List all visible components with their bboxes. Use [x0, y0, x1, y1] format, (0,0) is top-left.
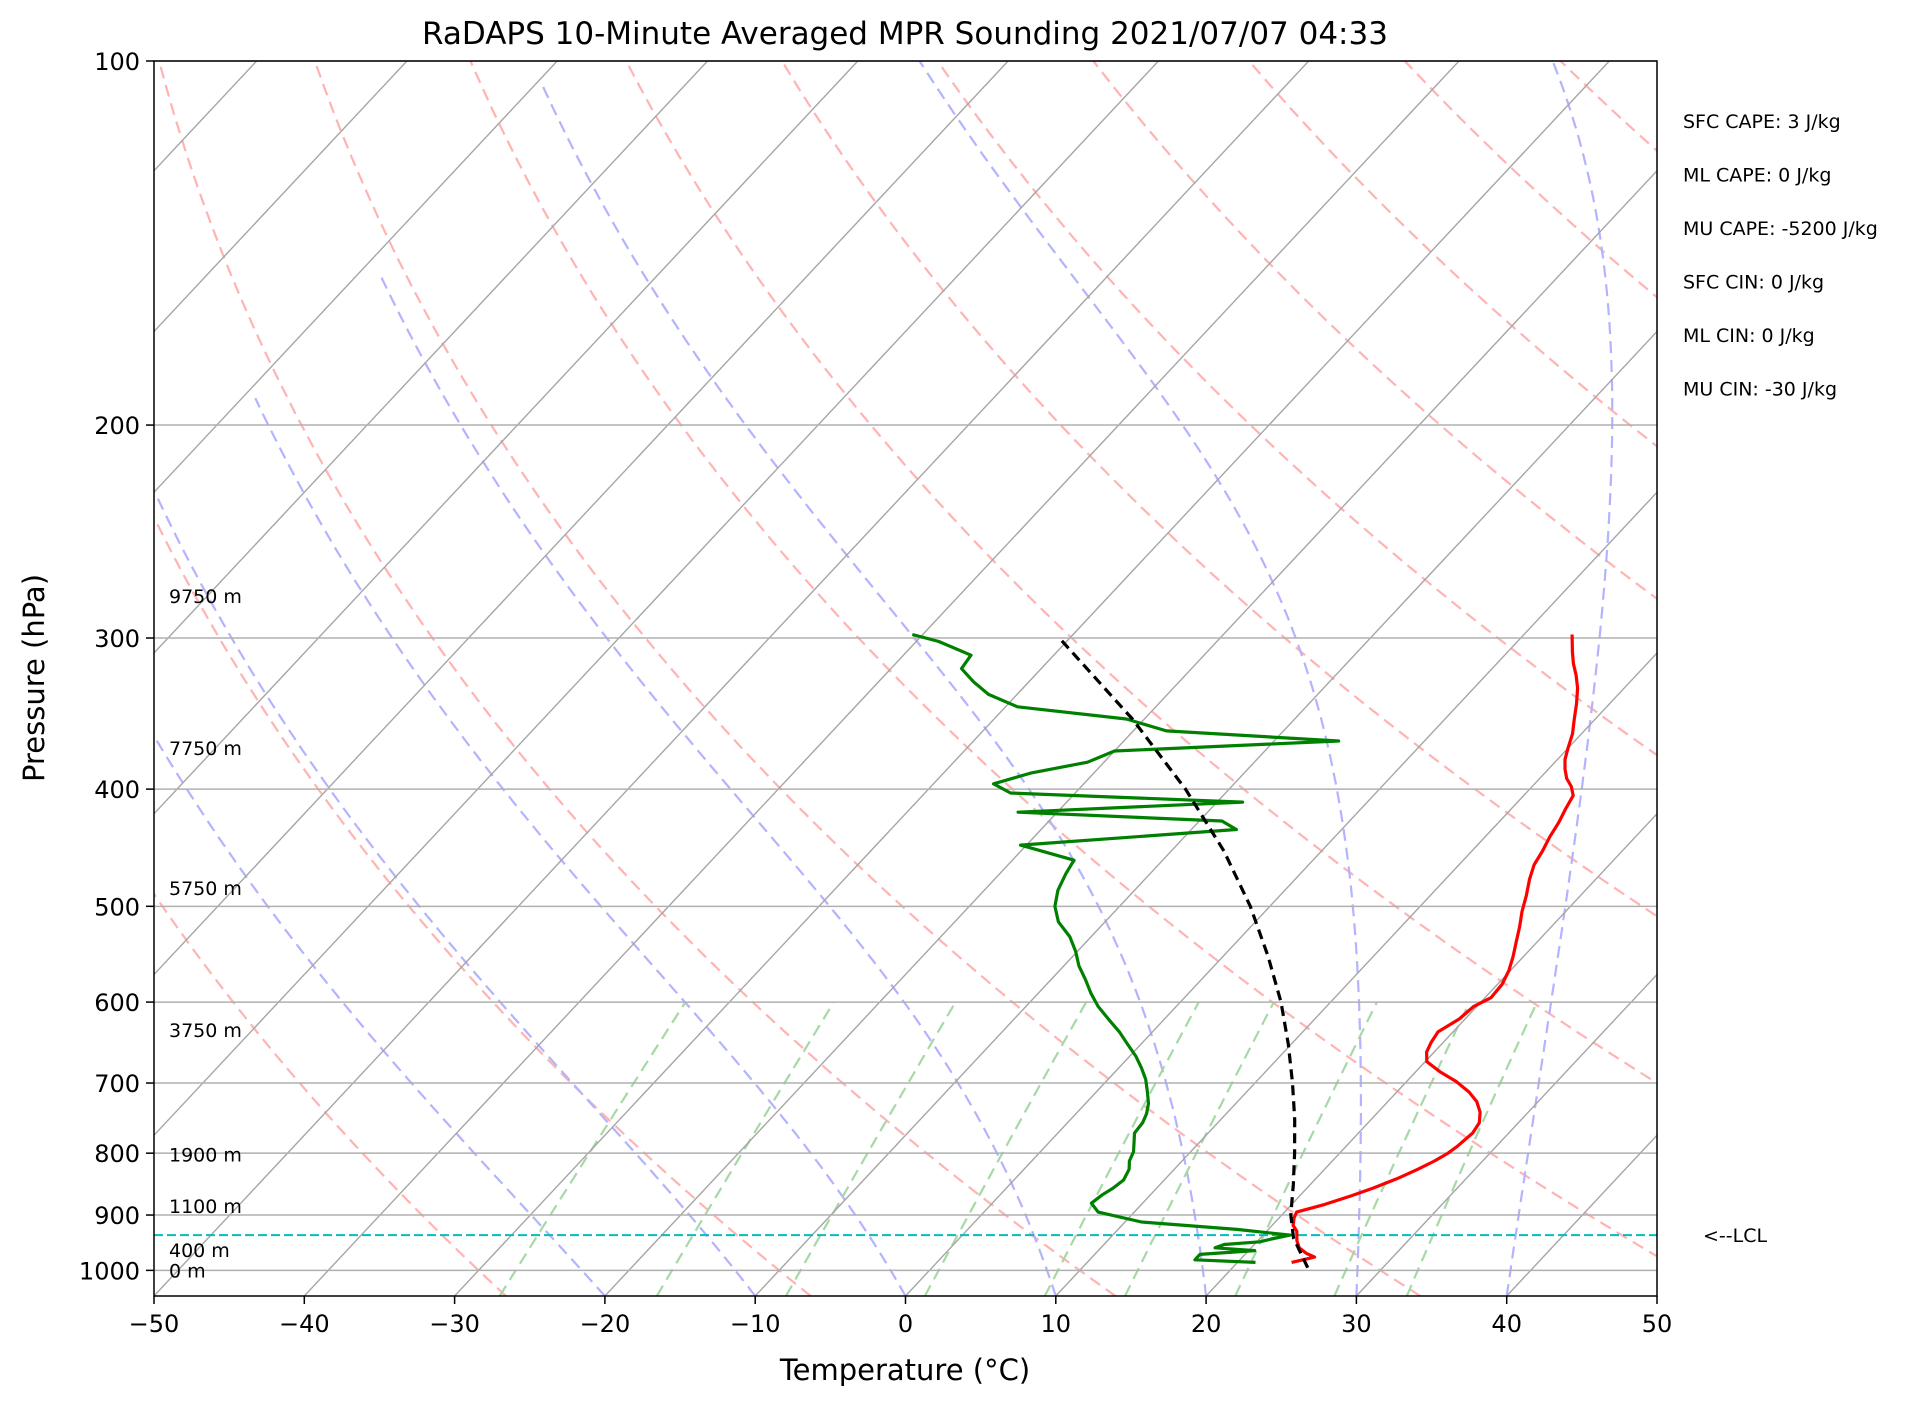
- x-tick-label: 30: [1341, 1310, 1372, 1338]
- dry-adiabat: [936, 61, 1657, 757]
- height-label: 9750 m: [169, 586, 242, 608]
- mixing-ratio-line: [1405, 1001, 1538, 1296]
- dry-adiabat: [1092, 61, 1657, 601]
- stat-label: MU CAPE: -5200 J/kg: [1683, 218, 1878, 240]
- dry-adiabat: [780, 61, 1657, 918]
- dry-adiabat: [1248, 61, 1657, 448]
- stat-label: SFC CAPE: 3 J/kg: [1683, 111, 1841, 133]
- y-tick-label: 200: [94, 412, 140, 440]
- parcel-profile-line: [1058, 636, 1310, 1269]
- isotherm: [0, 61, 106, 1296]
- x-tick-label: 10: [1041, 1310, 1072, 1338]
- isotherm: [604, 169, 1657, 1296]
- dry-adiabat: [469, 61, 1657, 1258]
- x-tick-label: 20: [1191, 1310, 1222, 1338]
- plot-frame: [153, 60, 1658, 1297]
- mixing-ratio-line: [1043, 1001, 1200, 1296]
- mixing-ratio-line: [1124, 1001, 1275, 1296]
- dry-adiabat: [625, 61, 1657, 1085]
- isotherm: [154, 61, 558, 494]
- lcl-label: <--LCL: [1703, 1225, 1767, 1247]
- stat-label: ML CAPE: 0 J/kg: [1683, 165, 1831, 187]
- height-label: 7750 m: [169, 738, 242, 760]
- y-tick-label: 700: [94, 1070, 140, 1098]
- isotherm: [154, 61, 1009, 976]
- x-tick-label: 40: [1491, 1310, 1522, 1338]
- mixing-ratio-line: [498, 1001, 687, 1296]
- y-tick-label: 800: [94, 1140, 140, 1168]
- isotherm: [154, 61, 1310, 1296]
- isotherm: [1055, 651, 1657, 1296]
- height-label: 0 m: [169, 1260, 206, 1282]
- mixing-ratio-line: [923, 1001, 1088, 1296]
- x-axis-ticks: −50 −40 −30 −20 −10 0 10 20 30 40 50: [129, 1296, 1673, 1338]
- height-label: 3750 m: [169, 1020, 242, 1042]
- isotherm: [154, 61, 709, 655]
- isotherm: [1355, 973, 1657, 1296]
- data-series: [911, 632, 1580, 1269]
- pressure-gridlines: [154, 60, 1657, 1272]
- isotherm: [1656, 1294, 1657, 1296]
- mixing-ratio-line: [655, 1001, 835, 1296]
- stat-label: MU CIN: -30 J/kg: [1683, 379, 1837, 401]
- y-tick-label: 1000: [79, 1257, 140, 1285]
- background-lines: [0, 61, 1657, 1296]
- y-axis-label: Pressure (hPa): [17, 574, 51, 782]
- height-label: 400 m: [169, 1240, 230, 1262]
- height-label: 1900 m: [169, 1144, 242, 1166]
- isotherm: [904, 491, 1657, 1296]
- x-tick-label: −10: [730, 1310, 781, 1338]
- x-axis-label: Temperature (°C): [779, 1353, 1030, 1387]
- moist-adiabat: [1505, 61, 1614, 1296]
- chart-title: RaDAPS 10-Minute Averaged MPR Sounding 2…: [422, 16, 1388, 52]
- lcl-layer: <--LCL: [154, 1225, 1767, 1247]
- isotherm: [1205, 812, 1657, 1296]
- y-tick-label: 300: [94, 625, 140, 653]
- moist-adiabat: [542, 86, 1208, 1296]
- x-tick-label: −50: [129, 1310, 180, 1338]
- isotherm: [154, 61, 408, 333]
- isotherm: [454, 61, 1610, 1296]
- x-tick-label: −30: [429, 1310, 480, 1338]
- isotherm: [303, 61, 1460, 1296]
- dry-adiabat: [1559, 61, 1657, 153]
- moist-adiabat: [254, 397, 907, 1296]
- isotherm: [1506, 1134, 1657, 1296]
- y-tick-label: 600: [94, 989, 140, 1017]
- dry-adiabat: [154, 514, 812, 1296]
- moist-adiabat: [154, 733, 606, 1296]
- y-tick-label: 100: [94, 48, 140, 76]
- temperature-line: [1291, 634, 1580, 1264]
- stat-label: SFC CIN: 0 J/kg: [1683, 272, 1824, 294]
- height-label: 5750 m: [169, 878, 242, 900]
- dry-adiabat: [154, 892, 507, 1296]
- x-tick-label: −40: [279, 1310, 330, 1338]
- dewpoint-line: [911, 632, 1341, 1264]
- mixing-ratio-line: [784, 1001, 957, 1296]
- x-tick-label: 50: [1642, 1310, 1673, 1338]
- moist-adiabat: [156, 498, 757, 1296]
- mixing-ratio-line: [1333, 1001, 1471, 1296]
- isotherm: [154, 61, 859, 815]
- dry-adiabat: [158, 61, 1117, 1296]
- y-axis-ticks: 1000 900 800 700 600 500 400 300 200 100: [79, 48, 154, 1285]
- moist-adiabat: [918, 61, 1362, 1296]
- stat-label: ML CIN: 0 J/kg: [1683, 325, 1815, 347]
- isotherm: [754, 330, 1657, 1296]
- y-tick-label: 900: [94, 1202, 140, 1230]
- x-tick-label: −20: [580, 1310, 631, 1338]
- y-tick-label: 500: [94, 893, 140, 921]
- stats-panel: SFC CAPE: 3 J/kg ML CAPE: 0 J/kg MU CAPE: …: [1683, 111, 1878, 401]
- y-tick-label: 400: [94, 776, 140, 804]
- height-label: 1100 m: [169, 1196, 242, 1218]
- x-tick-label: 0: [898, 1310, 913, 1338]
- dry-adiabat: [313, 61, 1421, 1296]
- isotherm: [154, 61, 1159, 1137]
